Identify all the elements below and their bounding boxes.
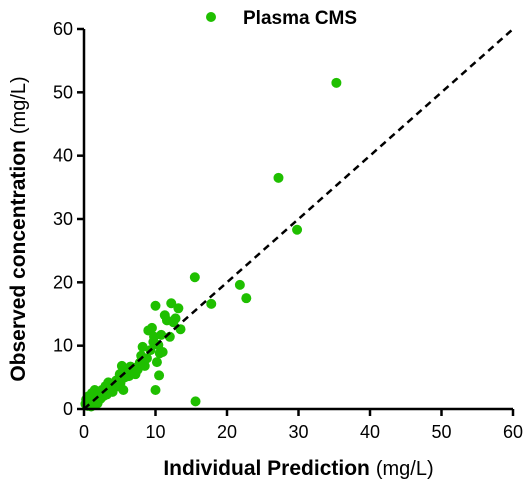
legend-label: Plasma CMS — [243, 8, 357, 29]
x-tick-label: 20 — [217, 422, 237, 442]
data-point — [241, 293, 252, 304]
data-point — [154, 370, 165, 381]
data-point — [206, 298, 217, 309]
data-point — [292, 224, 303, 235]
y-axis-title: Observed concentration (mg/L) — [7, 76, 30, 381]
data-point — [273, 172, 284, 183]
legend: Plasma CMS — [206, 8, 357, 29]
data-point — [118, 385, 129, 395]
data-points — [80, 77, 342, 412]
x-tick-label: 0 — [79, 422, 89, 442]
y-axis-ticks: 0 10 20 30 40 50 60 — [53, 19, 84, 419]
data-point — [151, 357, 162, 368]
x-axis-title: Individual Prediction (mg/L) — [163, 457, 433, 480]
x-tick-label: 40 — [360, 422, 380, 442]
y-tick-label: 20 — [53, 272, 73, 292]
y-tick-label: 10 — [53, 336, 73, 356]
y-tick-label: 40 — [53, 146, 73, 166]
y-axis-label: Observed concentration — [7, 140, 30, 382]
data-point — [331, 77, 342, 88]
data-point — [166, 298, 177, 309]
data-point — [190, 396, 201, 407]
y-tick-label: 50 — [53, 82, 73, 102]
x-axis-label: Individual Prediction — [163, 457, 370, 480]
legend-marker — [206, 12, 216, 22]
data-point — [150, 300, 161, 311]
data-point — [234, 279, 245, 290]
y-tick-label: 30 — [53, 209, 73, 229]
x-axis-unit: (mg/L) — [376, 458, 434, 480]
data-point — [141, 353, 152, 364]
x-axis-ticks: 0 10 20 30 40 50 60 — [79, 409, 523, 442]
x-tick-label: 10 — [145, 422, 165, 442]
data-point — [150, 385, 161, 395]
y-tick-label: 60 — [53, 19, 73, 39]
y-tick-label: 0 — [63, 399, 73, 419]
data-point — [173, 303, 184, 314]
data-point — [170, 313, 181, 324]
y-axis-unit: (mg/L) — [8, 76, 30, 134]
data-point — [146, 322, 157, 333]
data-point — [139, 360, 150, 371]
data-point — [156, 329, 167, 340]
x-tick-label: 60 — [503, 422, 523, 442]
data-point — [137, 341, 148, 352]
identity-line — [83, 28, 514, 410]
data-point — [157, 347, 168, 357]
x-tick-label: 30 — [288, 422, 308, 442]
x-tick-label: 50 — [431, 422, 451, 442]
data-point — [189, 272, 200, 283]
